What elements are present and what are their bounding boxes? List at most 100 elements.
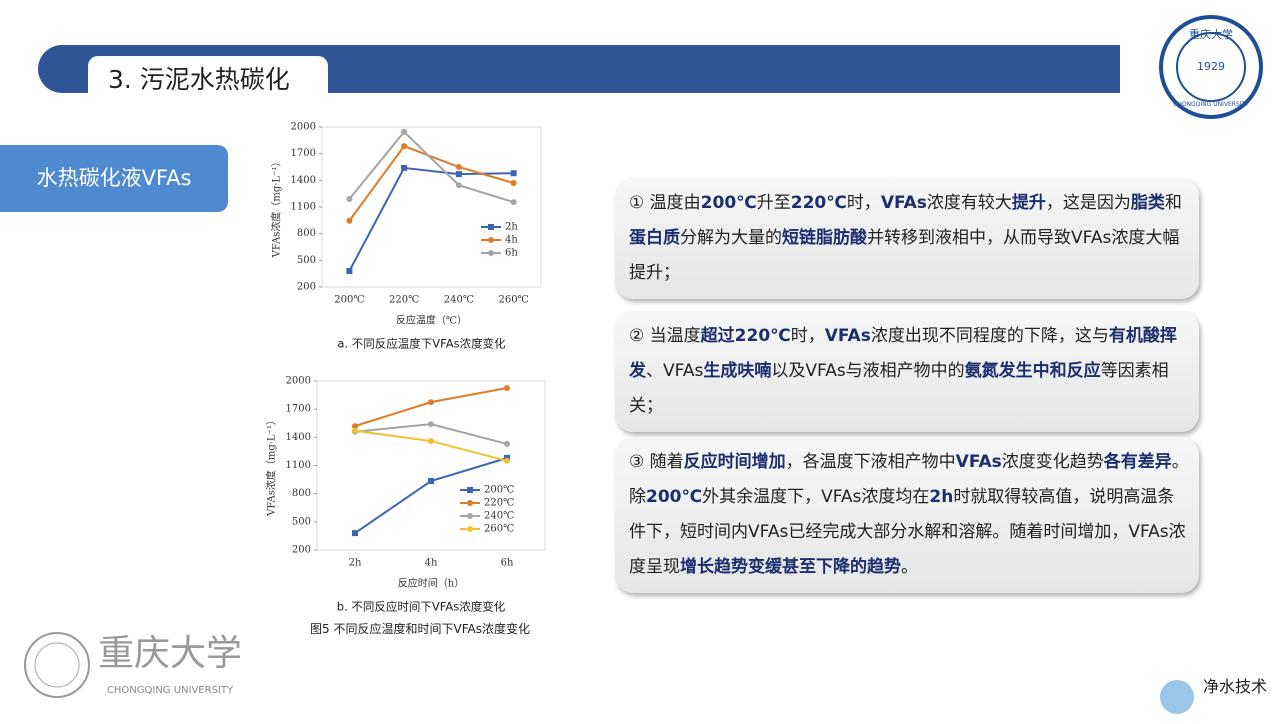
data-point	[401, 164, 408, 171]
y-tick-label: 1100	[286, 460, 311, 471]
y-tick-label: 200	[292, 545, 311, 556]
x-axis-label: 反应时间（h）	[398, 577, 464, 590]
y-tick-label: 800	[292, 488, 311, 499]
legend-marker	[467, 487, 473, 493]
data-point	[428, 477, 434, 484]
y-tick-label: 1400	[291, 175, 316, 186]
seal-en: CHONGQING UNIVERSITY	[1173, 101, 1249, 108]
text: 浓度出现不同程度的下降，这与	[870, 326, 1109, 346]
legend-label: 4h	[505, 235, 518, 246]
bold-text: 200℃	[646, 487, 703, 507]
legend-marker	[488, 237, 494, 243]
text: 浓度变化趋势	[1001, 452, 1104, 472]
bold-text: 超过220℃	[700, 326, 791, 346]
data-point	[455, 171, 462, 178]
x-tick-label: 2h	[349, 558, 362, 569]
bold-text: 220℃	[790, 193, 847, 213]
x-axis-label: 反应温度（℃）	[396, 314, 467, 327]
text: 并转移到液相中，从而导致VFAs浓度大幅提升；	[629, 228, 1180, 283]
figure-caption: 图5 不同反应温度和时间下VFAs浓度变化	[310, 621, 530, 636]
text: ① 温度由	[629, 193, 701, 213]
bold-text: 各有差异	[1103, 452, 1172, 472]
data-point	[428, 421, 434, 428]
bold-text: VFAs	[824, 326, 871, 346]
data-point	[428, 438, 434, 445]
data-point	[455, 164, 462, 170]
data-point	[346, 217, 353, 224]
bold-text: 200℃	[700, 193, 757, 213]
text: ，这是因为	[1045, 193, 1131, 213]
x-tick-label: 200℃	[334, 295, 364, 306]
legend-label: 260℃	[484, 524, 514, 535]
bold-text: 氨氮发生中和反应	[964, 361, 1101, 381]
text-box: ② 当温度超过220℃时，VFAs浓度出现不同程度的下降，这与有机酸挥发、VFA…	[615, 311, 1199, 432]
y-tick-label: 1400	[286, 432, 311, 443]
text: ③ 随着	[629, 452, 684, 472]
y-axis-label: VFAs浓度（mg·L⁻¹）	[265, 415, 278, 517]
x-tick-label: 260℃	[498, 295, 528, 306]
data-point	[510, 180, 517, 186]
bold-text: 蛋白质	[629, 228, 680, 248]
text: 升至	[756, 193, 791, 213]
text: 。	[901, 557, 918, 577]
data-point	[346, 196, 353, 202]
section-label: 水热碳化液VFAs	[0, 145, 228, 212]
legend-marker	[488, 250, 494, 256]
text: 外其余温度下，VFAs浓度均在	[702, 487, 930, 507]
y-tick-label: 2000	[286, 376, 311, 387]
x-tick-label: 4h	[425, 558, 438, 569]
text-box: ③ 随着反应时间增加，各温度下液相产物中VFAs浓度变化趋势各有差异。除200℃…	[615, 437, 1199, 593]
data-point	[504, 440, 510, 447]
text: 和	[1164, 193, 1182, 213]
data-point	[352, 423, 358, 430]
text: ② 当温度	[629, 326, 701, 346]
legend-marker	[467, 526, 473, 532]
data-point	[352, 427, 358, 434]
legend-label: 240℃	[484, 511, 514, 522]
seal-name: 重庆大学	[1189, 27, 1233, 41]
bold-text: 反应时间增加	[683, 452, 786, 472]
legend-label: 220℃	[484, 498, 514, 509]
text: 浓度有较大	[926, 193, 1012, 213]
bold-text: 2h	[929, 487, 954, 507]
data-point	[510, 170, 517, 177]
bold-text: 增长趋势变缓甚至下降的趋势	[680, 557, 901, 577]
bold-text: VFAs	[955, 452, 1002, 472]
y-tick-label: 2000	[291, 122, 316, 133]
x-tick-label: 240℃	[444, 295, 474, 306]
data-line	[348, 130, 514, 204]
legend-marker	[467, 500, 473, 506]
x-tick-label: 220℃	[389, 295, 419, 306]
data-line	[348, 144, 514, 222]
seal: 重庆大学 1929 CHONGQING UNIVERSITY	[1159, 15, 1263, 119]
header-title: 3. 污泥水热碳化	[88, 56, 328, 100]
brand-name: 净水技术	[1203, 677, 1267, 696]
data-point	[401, 143, 408, 150]
text: 、VFAs	[646, 361, 704, 381]
chart-a: 200 500 800 1100 1400 1700 2000 200℃ 220℃ 240℃ 260…	[270, 122, 542, 351]
text: ，各温度下液相产物中	[785, 452, 956, 472]
bottom-logo: 重庆大学 CHONGQING UNIVERSITY	[24, 632, 242, 698]
text: 时就取得较高值，说明高温条件下，短时间内VFAs已经完成大部分水解和溶解。随着时…	[629, 487, 1186, 577]
legend-label: 200℃	[484, 485, 514, 496]
data-point	[428, 399, 434, 406]
x-tick-label: 6h	[501, 558, 514, 569]
data-point	[510, 199, 517, 206]
data-point	[346, 268, 353, 274]
bold-text: 提升	[1011, 193, 1046, 213]
logo-cn: 重庆大学	[98, 633, 242, 674]
text-box: ① 温度由200℃升至220℃时，VFAs浓度有较大提升，这是因为脂类和蛋白质分…	[615, 178, 1199, 299]
data-line	[354, 387, 508, 428]
data-point	[352, 530, 358, 537]
data-point	[401, 128, 408, 135]
y-tick-label: 1100	[291, 202, 316, 213]
bold-text: 短链脂肪酸	[782, 228, 867, 248]
data-point	[504, 385, 510, 392]
bold-text: 脂类	[1130, 193, 1165, 213]
data-line	[354, 457, 508, 534]
y-tick-label: 500	[292, 516, 311, 527]
logo-en: CHONGQING UNIVERSITY	[107, 685, 234, 696]
data-line	[354, 429, 508, 462]
y-tick-label: 200	[297, 282, 316, 293]
